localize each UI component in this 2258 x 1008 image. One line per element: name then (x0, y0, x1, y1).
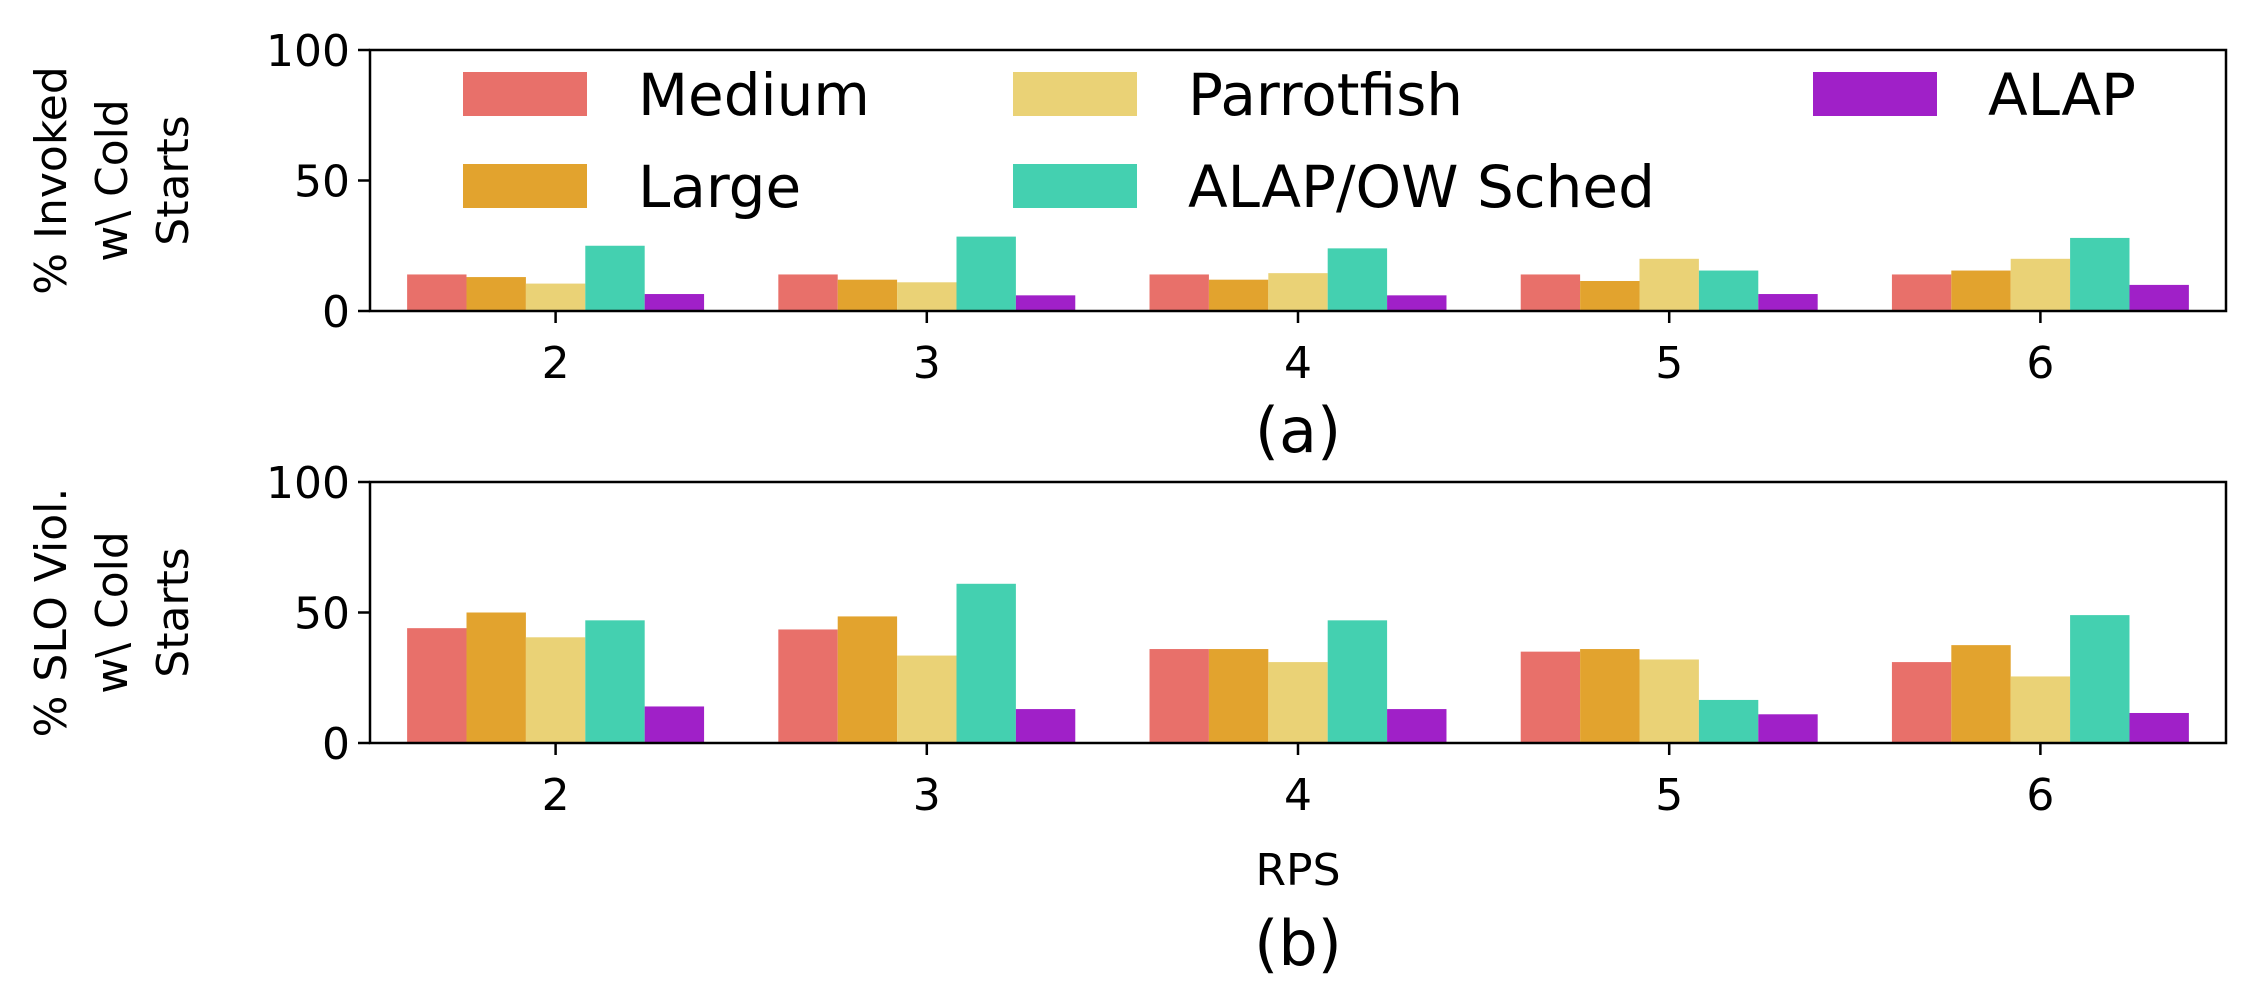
bar-a-alap-3 (1015, 295, 1076, 311)
bar-a-medium-2 (407, 274, 467, 311)
legend-label-large: Large (638, 153, 801, 221)
bar-b-medium-3 (778, 629, 838, 743)
bar-a-alap-2 (644, 294, 705, 311)
bar-a-alap-6 (2129, 284, 2189, 311)
bar-b-large-4 (1208, 649, 1269, 743)
bar-b-medium-5 (1520, 651, 1581, 743)
x-tick-label-a-5: 5 (1655, 338, 1683, 389)
legend-swatch-parrotfish (1013, 72, 1137, 116)
x-tick-label-a-3: 3 (913, 338, 941, 389)
bar-a-parrotfish-5 (1639, 258, 1699, 311)
bar-a-alap-5 (1758, 294, 1818, 311)
legend-swatch-large (463, 164, 587, 208)
bar-a-large-4 (1208, 279, 1269, 311)
bar-b-parrotfish-4 (1268, 662, 1328, 743)
x-tick-label-b-3: 3 (913, 770, 941, 821)
y-tick-label-a-50: 50 (294, 157, 350, 208)
legend-swatch-alap (1813, 72, 1937, 116)
bar-a-alap-4 (1387, 295, 1447, 311)
y-axis-label-a-line-3: Starts (148, 115, 199, 245)
bar-b-large-2 (466, 612, 526, 743)
bar-a-parrotfish-2 (525, 283, 586, 311)
bar-b-alap-2 (644, 706, 705, 743)
y-axis-label-b-line-2: w\ Cold (87, 531, 138, 694)
bar-a-medium-3 (778, 274, 838, 311)
bar-a-large-5 (1580, 280, 1640, 311)
bar-b-alap-ow-sched-5 (1698, 699, 1759, 743)
bar-b-alap-4 (1387, 709, 1447, 743)
y-axis-label-a-line-1: % Invoked (26, 66, 77, 295)
bar-b-alap-ow-sched-2 (585, 620, 645, 743)
legend-label-alap: ALAP (1988, 61, 2136, 129)
legend-label-parrotfish: Parrotfish (1188, 61, 1463, 129)
bar-b-medium-6 (1891, 662, 1952, 743)
y-tick-label-b-0: 0 (322, 719, 350, 770)
bar-a-alap-ow-sched-6 (2070, 237, 2130, 311)
bar-b-alap-6 (2129, 712, 2189, 743)
bar-b-large-5 (1580, 649, 1640, 743)
x-tick-label-a-2: 2 (542, 338, 570, 389)
bar-b-medium-2 (407, 628, 467, 743)
bar-b-large-6 (1951, 645, 2011, 743)
bar-b-alap-3 (1015, 709, 1076, 743)
bar-a-alap-ow-sched-3 (956, 236, 1016, 311)
bar-b-large-3 (837, 616, 898, 743)
caption-a: (a) (1255, 394, 1341, 467)
bar-b-medium-4 (1149, 649, 1209, 743)
y-tick-label-b-100: 100 (266, 458, 350, 509)
bar-b-parrotfish-3 (897, 655, 957, 743)
bar-b-alap-ow-sched-3 (956, 583, 1016, 743)
bar-b-parrotfish-6 (2010, 676, 2071, 743)
x-axis-label-b: RPS (1255, 845, 1340, 896)
legend-label-medium: Medium (638, 61, 870, 129)
x-tick-label-b-6: 6 (2026, 770, 2054, 821)
bar-a-medium-4 (1149, 274, 1209, 311)
bar-b-parrotfish-5 (1639, 659, 1699, 743)
bar-a-alap-ow-sched-4 (1327, 248, 1388, 311)
bar-b-alap-ow-sched-6 (2070, 615, 2130, 743)
bar-a-large-6 (1951, 270, 2011, 311)
bar-b-alap-ow-sched-4 (1327, 620, 1388, 743)
x-tick-label-b-4: 4 (1284, 770, 1312, 821)
caption-b: (b) (1254, 907, 1342, 980)
bar-a-alap-ow-sched-2 (585, 245, 645, 311)
y-axis-label-a-line-2: w\ Cold (87, 99, 138, 262)
y-tick-label-a-0: 0 (322, 287, 350, 338)
bar-a-large-3 (837, 279, 898, 311)
y-tick-label-b-50: 50 (294, 589, 350, 640)
legend-label-alap-ow-sched: ALAP/OW Sched (1188, 153, 1655, 221)
x-tick-label-b-5: 5 (1655, 770, 1683, 821)
bar-a-large-2 (466, 277, 526, 311)
bar-a-medium-5 (1520, 274, 1581, 311)
x-tick-label-a-4: 4 (1284, 338, 1312, 389)
bar-a-alap-ow-sched-5 (1698, 270, 1759, 311)
x-tick-label-a-6: 6 (2026, 338, 2054, 389)
bar-b-alap-5 (1758, 714, 1818, 743)
legend-swatch-medium (463, 72, 587, 116)
y-tick-label-a-100: 100 (266, 26, 350, 77)
y-axis-label-b-line-1: % SLO Viol. (26, 488, 77, 738)
bar-a-parrotfish-4 (1268, 273, 1328, 311)
bar-a-parrotfish-3 (897, 282, 957, 311)
bar-a-medium-6 (1891, 274, 1952, 311)
y-axis-label-b-line-3: Starts (148, 547, 199, 677)
bar-b-parrotfish-2 (525, 637, 586, 743)
legend-swatch-alap-ow-sched (1013, 164, 1137, 208)
bar-a-parrotfish-6 (2010, 258, 2071, 311)
x-tick-label-b-2: 2 (542, 770, 570, 821)
